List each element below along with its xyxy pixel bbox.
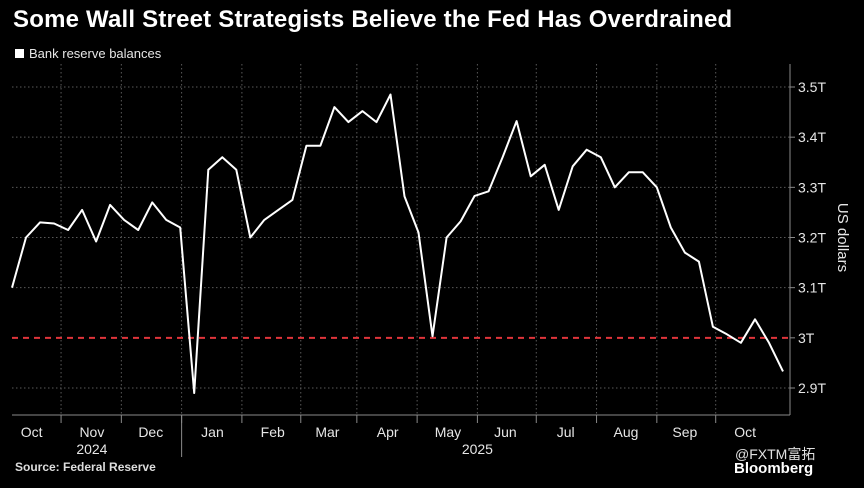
month-label: Oct xyxy=(21,424,43,440)
legend-swatch xyxy=(15,49,24,58)
month-label: Jul xyxy=(557,424,575,440)
legend-label: Bank reserve balances xyxy=(29,46,162,61)
source-note: Source: Federal Reserve xyxy=(15,460,156,474)
month-label: Sep xyxy=(672,424,697,440)
month-label: Oct xyxy=(734,424,756,440)
month-label: Feb xyxy=(261,424,285,440)
month-label: Nov xyxy=(79,424,104,440)
y-tick-label: 3.5T xyxy=(798,79,826,95)
chart-title: Some Wall Street Strategists Believe the… xyxy=(13,6,733,33)
legend: Bank reserve balances xyxy=(15,46,161,61)
gridlines xyxy=(12,64,791,416)
y-tick-label: 3.4T xyxy=(798,129,826,145)
y-axis-label: US dollars xyxy=(834,203,851,272)
month-label: Mar xyxy=(315,424,339,440)
month-label: May xyxy=(435,424,461,440)
series-line-bank-reserves xyxy=(11,93,784,394)
month-label: Jun xyxy=(494,424,517,440)
month-ticks xyxy=(60,415,717,457)
x-tick-labels: Oct Nov Dec Jan Feb Mar Apr May Jun Jul Aug Sep Oct 2… xyxy=(21,424,756,457)
y-tick-label: 3T xyxy=(798,330,815,346)
bloomberg-logo: Bloomberg xyxy=(734,460,814,477)
watermark: @FXTM富拓 xyxy=(735,446,816,462)
month-label: Apr xyxy=(377,424,399,440)
year-label: 2024 xyxy=(76,441,107,457)
y-tick-label: 3.2T xyxy=(798,230,826,246)
y-tick-label: 2.9T xyxy=(798,380,826,396)
month-label: Aug xyxy=(614,424,639,440)
month-label: Dec xyxy=(138,424,163,440)
year-label: 2025 xyxy=(462,441,493,457)
y-tick-labels: 3.5T 3.4T 3.3T 3.2T 3.1T 3T 2.9T xyxy=(790,79,826,396)
y-tick-label: 3.1T xyxy=(798,280,826,296)
month-label: Jan xyxy=(201,424,224,440)
y-tick-label: 3.3T xyxy=(798,179,826,195)
